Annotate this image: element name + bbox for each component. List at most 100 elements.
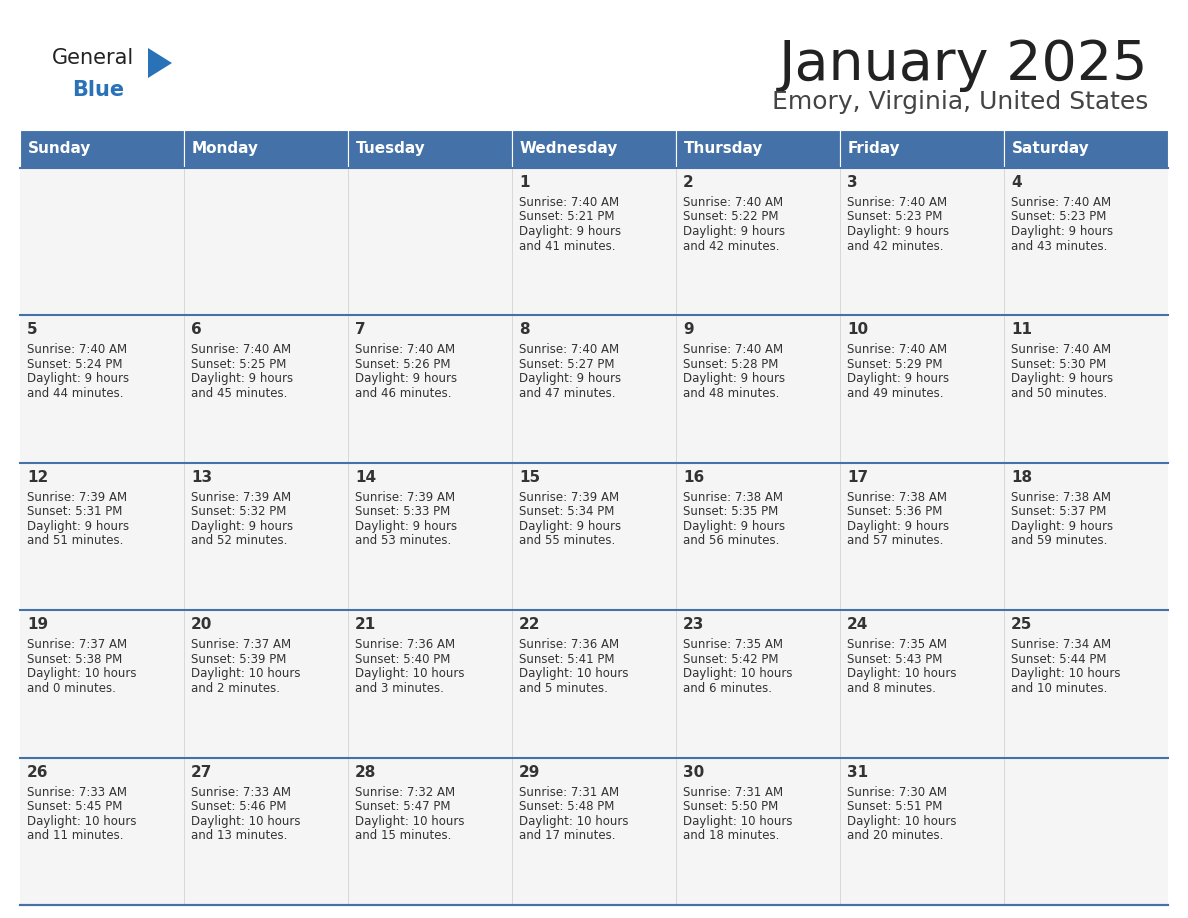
Text: 4: 4 [1011,175,1022,190]
Text: Daylight: 10 hours: Daylight: 10 hours [27,667,137,680]
Text: Daylight: 9 hours: Daylight: 9 hours [519,373,621,386]
Text: and 42 minutes.: and 42 minutes. [683,240,779,252]
Text: Sunset: 5:44 PM: Sunset: 5:44 PM [1011,653,1106,666]
Text: Sunset: 5:33 PM: Sunset: 5:33 PM [355,505,450,519]
FancyBboxPatch shape [512,463,676,610]
Text: Sunrise: 7:40 AM: Sunrise: 7:40 AM [847,343,947,356]
Text: Daylight: 10 hours: Daylight: 10 hours [519,814,628,828]
Text: Sunday: Sunday [29,141,91,156]
Text: 8: 8 [519,322,530,338]
Text: Daylight: 9 hours: Daylight: 9 hours [191,373,293,386]
FancyBboxPatch shape [1004,610,1168,757]
Text: and 18 minutes.: and 18 minutes. [683,829,779,842]
FancyBboxPatch shape [184,757,348,905]
Text: Sunrise: 7:37 AM: Sunrise: 7:37 AM [191,638,291,651]
Text: Sunset: 5:34 PM: Sunset: 5:34 PM [519,505,614,519]
Text: Sunset: 5:29 PM: Sunset: 5:29 PM [847,358,942,371]
Text: 14: 14 [355,470,377,485]
FancyBboxPatch shape [676,168,840,316]
Text: Daylight: 9 hours: Daylight: 9 hours [847,225,949,238]
Text: 24: 24 [847,617,868,633]
Text: January 2025: January 2025 [778,38,1148,92]
FancyBboxPatch shape [840,130,1004,168]
Text: and 6 minutes.: and 6 minutes. [683,682,772,695]
FancyBboxPatch shape [676,757,840,905]
Text: Sunrise: 7:36 AM: Sunrise: 7:36 AM [519,638,619,651]
Text: Sunset: 5:48 PM: Sunset: 5:48 PM [519,800,614,813]
FancyBboxPatch shape [1004,463,1168,610]
Text: Saturday: Saturday [1012,141,1089,156]
Text: and 43 minutes.: and 43 minutes. [1011,240,1107,252]
Text: and 20 minutes.: and 20 minutes. [847,829,943,842]
Text: Daylight: 10 hours: Daylight: 10 hours [355,814,465,828]
Text: Sunrise: 7:39 AM: Sunrise: 7:39 AM [27,491,127,504]
Text: and 52 minutes.: and 52 minutes. [191,534,287,547]
Text: Sunset: 5:50 PM: Sunset: 5:50 PM [683,800,778,813]
Text: Sunset: 5:38 PM: Sunset: 5:38 PM [27,653,122,666]
Text: Sunrise: 7:40 AM: Sunrise: 7:40 AM [1011,343,1111,356]
Text: and 45 minutes.: and 45 minutes. [191,386,287,400]
Text: 2: 2 [683,175,694,190]
Text: and 46 minutes.: and 46 minutes. [355,386,451,400]
Text: Sunrise: 7:37 AM: Sunrise: 7:37 AM [27,638,127,651]
Text: Sunrise: 7:38 AM: Sunrise: 7:38 AM [1011,491,1111,504]
Text: Daylight: 10 hours: Daylight: 10 hours [191,814,301,828]
Polygon shape [148,48,172,78]
Text: Sunrise: 7:40 AM: Sunrise: 7:40 AM [191,343,291,356]
Text: 13: 13 [191,470,213,485]
Text: and 11 minutes.: and 11 minutes. [27,829,124,842]
Text: Daylight: 10 hours: Daylight: 10 hours [27,814,137,828]
Text: and 51 minutes.: and 51 minutes. [27,534,124,547]
Text: Daylight: 9 hours: Daylight: 9 hours [27,520,129,532]
FancyBboxPatch shape [676,316,840,463]
Text: Sunset: 5:27 PM: Sunset: 5:27 PM [519,358,614,371]
Text: Sunset: 5:46 PM: Sunset: 5:46 PM [191,800,286,813]
Text: Daylight: 9 hours: Daylight: 9 hours [847,520,949,532]
Text: Sunrise: 7:35 AM: Sunrise: 7:35 AM [847,638,947,651]
Text: Sunset: 5:40 PM: Sunset: 5:40 PM [355,653,450,666]
Text: Sunrise: 7:32 AM: Sunrise: 7:32 AM [355,786,455,799]
Text: and 59 minutes.: and 59 minutes. [1011,534,1107,547]
Text: 30: 30 [683,765,704,779]
FancyBboxPatch shape [184,316,348,463]
Text: and 44 minutes.: and 44 minutes. [27,386,124,400]
Text: Sunset: 5:28 PM: Sunset: 5:28 PM [683,358,778,371]
Text: 20: 20 [191,617,213,633]
Text: Sunset: 5:26 PM: Sunset: 5:26 PM [355,358,450,371]
Text: and 8 minutes.: and 8 minutes. [847,682,936,695]
FancyBboxPatch shape [1004,316,1168,463]
Text: Sunrise: 7:38 AM: Sunrise: 7:38 AM [683,491,783,504]
Text: Daylight: 10 hours: Daylight: 10 hours [1011,667,1120,680]
Text: Friday: Friday [848,141,901,156]
Text: and 55 minutes.: and 55 minutes. [519,534,615,547]
Text: 12: 12 [27,470,49,485]
FancyBboxPatch shape [512,757,676,905]
Text: Daylight: 9 hours: Daylight: 9 hours [1011,373,1113,386]
FancyBboxPatch shape [676,610,840,757]
Text: and 57 minutes.: and 57 minutes. [847,534,943,547]
Text: Daylight: 9 hours: Daylight: 9 hours [191,520,293,532]
FancyBboxPatch shape [840,316,1004,463]
Text: Tuesday: Tuesday [356,141,425,156]
Text: Daylight: 9 hours: Daylight: 9 hours [683,373,785,386]
Text: Sunrise: 7:40 AM: Sunrise: 7:40 AM [847,196,947,209]
Text: Daylight: 10 hours: Daylight: 10 hours [683,814,792,828]
Text: Sunset: 5:32 PM: Sunset: 5:32 PM [191,505,286,519]
Text: Sunrise: 7:39 AM: Sunrise: 7:39 AM [191,491,291,504]
FancyBboxPatch shape [840,610,1004,757]
FancyBboxPatch shape [1004,757,1168,905]
Text: 15: 15 [519,470,541,485]
Text: Daylight: 9 hours: Daylight: 9 hours [27,373,129,386]
Text: Emory, Virginia, United States: Emory, Virginia, United States [772,90,1148,114]
Text: Daylight: 9 hours: Daylight: 9 hours [355,520,457,532]
Text: 27: 27 [191,765,213,779]
Text: Sunrise: 7:33 AM: Sunrise: 7:33 AM [191,786,291,799]
Text: 11: 11 [1011,322,1032,338]
Text: 23: 23 [683,617,704,633]
Text: and 48 minutes.: and 48 minutes. [683,386,779,400]
Text: Daylight: 9 hours: Daylight: 9 hours [355,373,457,386]
Text: and 41 minutes.: and 41 minutes. [519,240,615,252]
Text: Sunrise: 7:31 AM: Sunrise: 7:31 AM [519,786,619,799]
FancyBboxPatch shape [512,130,676,168]
Text: Sunset: 5:51 PM: Sunset: 5:51 PM [847,800,942,813]
